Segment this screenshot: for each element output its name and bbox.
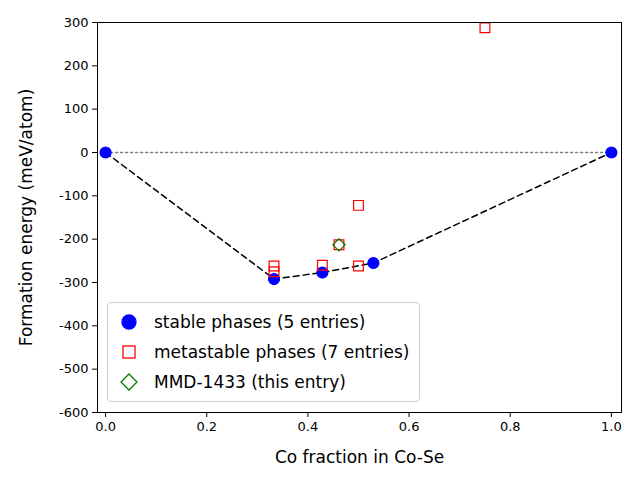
svg-text:-400: -400	[59, 318, 89, 333]
svg-text:0.6: 0.6	[399, 419, 420, 434]
svg-text:1.0: 1.0	[601, 419, 622, 434]
svg-text:0.4: 0.4	[298, 419, 319, 434]
html-text:stable phases (5 entries): stable phases (5 entries)	[154, 312, 366, 332]
html-text:metastable phases (7 entries): metastable phases (7 entries)	[154, 342, 410, 362]
svg-text:0.8: 0.8	[500, 419, 521, 434]
svg-text:Formation energy (meV/atom): Formation energy (meV/atom)	[16, 89, 36, 347]
svg-text:-500: -500	[59, 361, 89, 376]
svg-text:Co fraction in Co-Se: Co fraction in Co-Se	[275, 447, 444, 467]
svg-text:200: 200	[64, 58, 89, 73]
svg-text:300: 300	[64, 15, 89, 30]
svg-text:0: 0	[80, 145, 88, 160]
svg-text:100: 100	[64, 101, 89, 116]
svg-text:-100: -100	[59, 188, 89, 203]
svg-text:-600: -600	[59, 405, 89, 420]
svg-text:0.0: 0.0	[95, 419, 116, 434]
svg-text:0.2: 0.2	[196, 419, 217, 434]
svg-text:-300: -300	[59, 275, 89, 290]
svg-text:-200: -200	[59, 231, 89, 246]
html-text:MMD-1433 (this entry): MMD-1433 (this entry)	[154, 372, 346, 392]
